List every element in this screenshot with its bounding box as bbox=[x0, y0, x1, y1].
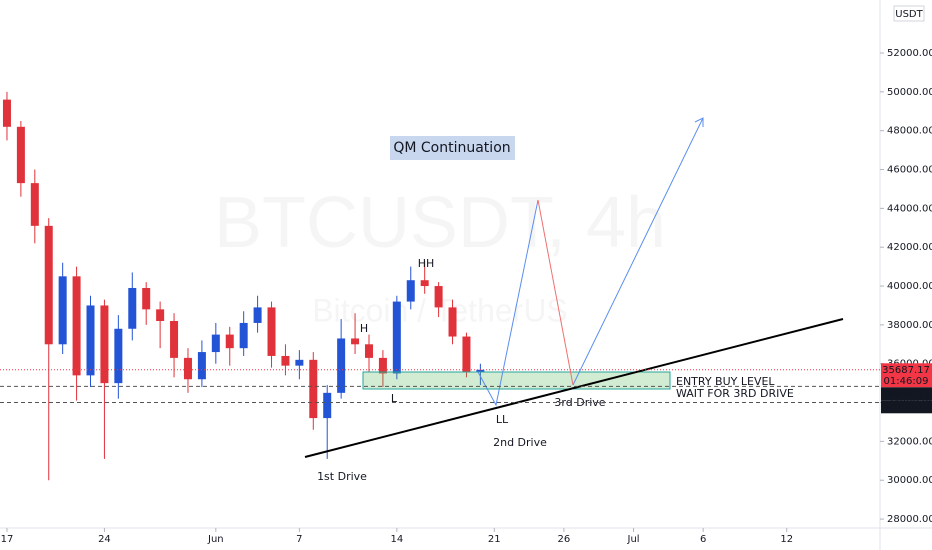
x-tick-label: 21 bbox=[488, 534, 501, 545]
candle-body bbox=[406, 280, 415, 302]
candle-body bbox=[239, 322, 248, 349]
candle-body bbox=[142, 287, 151, 310]
label-third-drive: 3rd Drive bbox=[554, 396, 605, 409]
projection-up bbox=[477, 199, 539, 407]
title: QM Continuation bbox=[393, 140, 510, 156]
candle-body bbox=[30, 183, 39, 226]
watermark: BTCUSDT, 4h bbox=[214, 183, 666, 263]
candle-body bbox=[225, 334, 234, 349]
label-entry: ENTRY BUY LEVEL bbox=[676, 375, 775, 388]
candle-body bbox=[86, 305, 95, 376]
y-tick-label: 38000.00 bbox=[887, 320, 932, 331]
candle-body bbox=[420, 280, 429, 287]
x-tick-label: 14 bbox=[390, 534, 403, 545]
title-box bbox=[390, 136, 515, 160]
price-label-box bbox=[881, 387, 932, 401]
countdown: 01:46:09 bbox=[884, 376, 929, 387]
candle-body bbox=[2, 99, 11, 127]
price-label: 34835.57 bbox=[882, 389, 930, 400]
candle-body bbox=[128, 287, 137, 329]
y-tick-label: 48000.00 bbox=[887, 126, 932, 137]
currency: USDT bbox=[895, 9, 923, 20]
label-hh: HH bbox=[418, 257, 435, 270]
label-first-drive: 1st Drive bbox=[317, 470, 367, 483]
candle-body bbox=[323, 392, 332, 419]
candle-body bbox=[197, 352, 206, 380]
price-label: 35687.17 bbox=[882, 365, 930, 376]
y-tick-label: 28000.00 bbox=[887, 514, 932, 525]
projection-down bbox=[537, 199, 574, 386]
candle-body bbox=[337, 338, 346, 393]
candle-body bbox=[378, 357, 387, 374]
label-second-drive: 2nd Drive bbox=[493, 436, 547, 449]
y-tick-label: 42000.00 bbox=[887, 242, 932, 253]
x-tick-label: 24 bbox=[98, 534, 111, 545]
plot bbox=[2, 91, 485, 481]
arrow-head bbox=[694, 117, 704, 127]
entry-zone bbox=[362, 371, 671, 390]
candle-body bbox=[100, 305, 109, 384]
y-tick-label: 30000.00 bbox=[887, 475, 932, 486]
x-tick-label: 6 bbox=[700, 534, 706, 545]
label-h: H bbox=[360, 322, 368, 335]
price-label: 34000.12 bbox=[882, 402, 930, 413]
currency-box bbox=[893, 5, 925, 22]
label-wait: WAIT FOR 3RD DRIVE bbox=[676, 387, 794, 400]
candle-body bbox=[351, 338, 360, 345]
label-l: L bbox=[391, 392, 398, 405]
candle-body bbox=[434, 286, 443, 308]
x-tick-label: 7 bbox=[296, 534, 302, 545]
y-tick-label: 46000.00 bbox=[887, 165, 932, 176]
x-tick-label: 17 bbox=[1, 534, 14, 545]
x-tick-label: 26 bbox=[558, 534, 571, 545]
x-tick-label: 12 bbox=[780, 534, 793, 545]
y-tick-label: 40000.00 bbox=[887, 281, 932, 292]
y-tick-label: 32000.00 bbox=[887, 436, 932, 447]
x-tick-label: Jul bbox=[627, 534, 640, 545]
y-tick-label: 52000.00 bbox=[887, 48, 932, 59]
candle-body bbox=[462, 336, 471, 372]
candle-body bbox=[448, 307, 457, 337]
candle-body bbox=[114, 328, 123, 384]
candle-body bbox=[309, 359, 318, 419]
candle-body bbox=[58, 276, 67, 345]
y-tick-label: 44000.00 bbox=[887, 203, 932, 214]
candle-body bbox=[16, 126, 25, 184]
trendline bbox=[304, 318, 844, 458]
candle-body bbox=[476, 369, 485, 372]
candle-body bbox=[295, 359, 304, 366]
label-ll: LL bbox=[496, 413, 509, 426]
price-label-box bbox=[881, 363, 932, 388]
candle-body bbox=[72, 276, 81, 376]
price-label-box bbox=[881, 400, 932, 414]
candle-body bbox=[253, 307, 262, 323]
projection-target bbox=[572, 117, 704, 386]
candle-body bbox=[392, 301, 401, 374]
candle-body bbox=[211, 334, 220, 353]
candle-body bbox=[183, 357, 192, 380]
candle-body bbox=[156, 309, 165, 321]
candle-body bbox=[364, 344, 373, 358]
candle-body bbox=[44, 225, 53, 345]
candle-body bbox=[281, 355, 290, 366]
candle-body bbox=[170, 320, 179, 358]
candle-body bbox=[267, 307, 276, 356]
y-tick-label: 50000.00 bbox=[887, 87, 932, 98]
x-tick-label: Jun bbox=[207, 534, 224, 545]
